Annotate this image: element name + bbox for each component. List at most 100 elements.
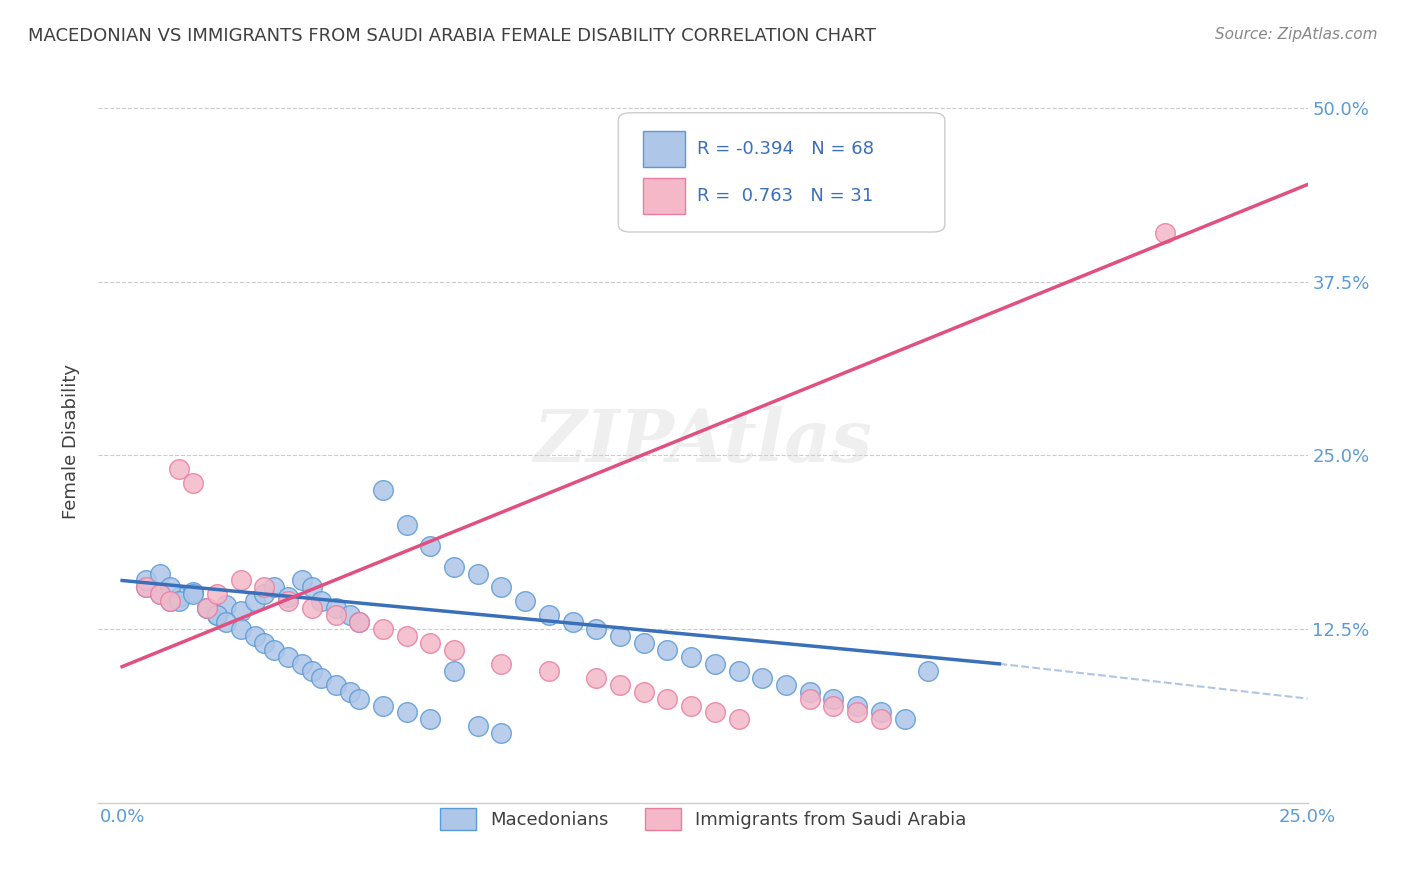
Point <box>609 629 631 643</box>
Bar <box>643 131 685 167</box>
Point <box>515 594 537 608</box>
Point <box>197 601 219 615</box>
Point <box>419 539 441 553</box>
Point <box>301 581 323 595</box>
Point <box>159 581 181 595</box>
Point <box>419 636 441 650</box>
Point <box>277 590 299 604</box>
Point <box>633 684 655 698</box>
Point <box>181 476 204 491</box>
Point <box>197 601 219 615</box>
Text: Source: ZipAtlas.com: Source: ZipAtlas.com <box>1215 27 1378 42</box>
Point <box>339 608 361 623</box>
Point <box>205 587 228 601</box>
Point <box>561 615 583 630</box>
Point <box>325 601 347 615</box>
Point <box>291 657 314 671</box>
Point <box>347 615 370 630</box>
Point <box>703 657 725 671</box>
Point <box>253 636 276 650</box>
Point <box>846 706 869 720</box>
Point <box>181 584 204 599</box>
Point <box>277 649 299 664</box>
Point <box>585 622 607 636</box>
Point <box>197 601 219 615</box>
Point <box>229 604 252 618</box>
Point <box>301 601 323 615</box>
Point <box>325 608 347 623</box>
Point <box>657 691 679 706</box>
Point <box>703 706 725 720</box>
Point <box>443 664 465 678</box>
Point <box>657 643 679 657</box>
Point <box>301 664 323 678</box>
Point <box>159 594 181 608</box>
Point <box>869 706 891 720</box>
Point <box>395 706 418 720</box>
Point <box>167 462 190 476</box>
Point <box>799 684 821 698</box>
Point <box>371 483 394 498</box>
Point <box>823 691 845 706</box>
Point <box>799 691 821 706</box>
Point <box>585 671 607 685</box>
Point <box>149 566 172 581</box>
Point <box>467 719 489 733</box>
Point <box>135 574 157 588</box>
Text: MACEDONIAN VS IMMIGRANTS FROM SAUDI ARABIA FEMALE DISABILITY CORRELATION CHART: MACEDONIAN VS IMMIGRANTS FROM SAUDI ARAB… <box>28 27 876 45</box>
Point <box>775 678 797 692</box>
Point <box>727 664 749 678</box>
Point <box>215 615 238 630</box>
Point <box>371 698 394 713</box>
Point <box>135 581 157 595</box>
Point <box>823 698 845 713</box>
Point <box>846 698 869 713</box>
Point <box>149 587 172 601</box>
Point <box>291 574 314 588</box>
Point <box>205 608 228 623</box>
Y-axis label: Female Disability: Female Disability <box>62 364 80 519</box>
Point <box>869 713 891 727</box>
Point <box>893 713 915 727</box>
Point <box>633 636 655 650</box>
Point <box>681 649 703 664</box>
Point <box>681 698 703 713</box>
Text: ZIPAtlas: ZIPAtlas <box>534 406 872 477</box>
Text: R =  0.763   N = 31: R = 0.763 N = 31 <box>697 187 873 205</box>
Point <box>205 608 228 623</box>
Point <box>159 594 181 608</box>
Point <box>229 574 252 588</box>
Point <box>243 629 266 643</box>
Point <box>167 590 190 604</box>
Point <box>491 726 513 740</box>
Point <box>229 622 252 636</box>
Point <box>253 581 276 595</box>
Point <box>917 664 939 678</box>
Point <box>277 594 299 608</box>
Point <box>443 643 465 657</box>
Point <box>537 664 560 678</box>
Point <box>751 671 773 685</box>
Point <box>443 559 465 574</box>
Point <box>395 629 418 643</box>
Point <box>311 671 333 685</box>
Point <box>491 657 513 671</box>
Point <box>243 594 266 608</box>
Point <box>491 581 513 595</box>
Text: R = -0.394   N = 68: R = -0.394 N = 68 <box>697 140 875 158</box>
Point <box>419 713 441 727</box>
Point <box>215 599 238 613</box>
Point <box>149 587 172 601</box>
Point <box>135 581 157 595</box>
Bar <box>643 178 685 214</box>
Legend: Macedonians, Immigrants from Saudi Arabia: Macedonians, Immigrants from Saudi Arabi… <box>432 801 974 837</box>
Point <box>263 643 285 657</box>
Point <box>537 608 560 623</box>
Point <box>727 713 749 727</box>
Point <box>1154 226 1177 240</box>
Point <box>347 691 370 706</box>
Point <box>339 684 361 698</box>
Point <box>167 594 190 608</box>
Point <box>181 587 204 601</box>
Point <box>467 566 489 581</box>
